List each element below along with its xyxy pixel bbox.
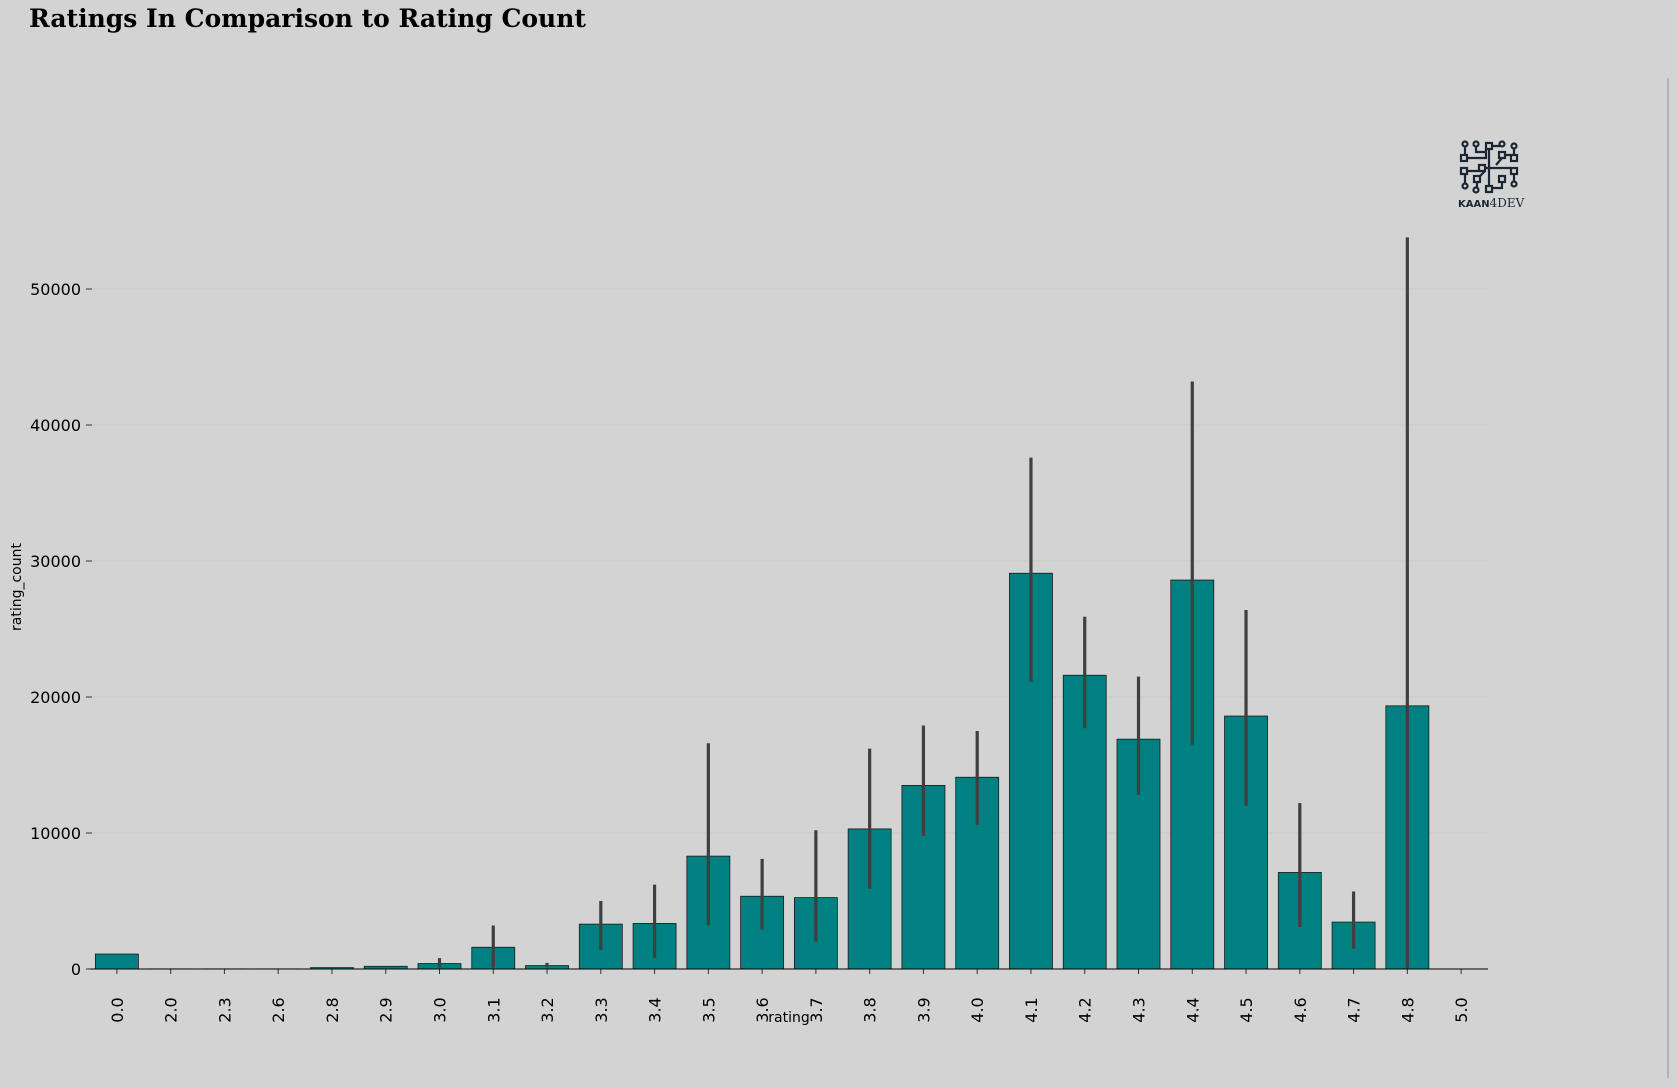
x-tick-label: 4.1 [1022, 997, 1041, 1022]
x-tick-label: 3.5 [699, 997, 718, 1022]
x-tick-label: 2.3 [215, 997, 234, 1022]
y-tick-label: 10000 [30, 824, 81, 843]
x-tick-label: 4.0 [968, 997, 987, 1022]
x-tick-label: 2.8 [323, 997, 342, 1022]
x-tick-label: 3.3 [592, 997, 611, 1022]
x-tick-label: 2.6 [269, 997, 288, 1022]
x-tick-label: 2.9 [377, 997, 396, 1022]
x-tick-label: 3.4 [646, 997, 665, 1022]
logo-text: KAAN4DEV [1458, 196, 1525, 210]
x-tick-label: 3.1 [484, 997, 503, 1022]
y-axis-label: rating_count [9, 543, 25, 631]
x-tick-label: 3.7 [807, 997, 826, 1022]
x-tick-label: 3.0 [431, 997, 450, 1022]
x-axis-label: rating [768, 1010, 809, 1026]
y-tick-label: 50000 [30, 280, 81, 299]
x-tick-label: 4.3 [1130, 997, 1149, 1022]
y-tick-label: 30000 [30, 552, 81, 571]
x-tick-label: 3.2 [538, 997, 557, 1022]
circuit-chip-icon [1459, 140, 1519, 194]
x-tick-label: 5.0 [1452, 997, 1471, 1022]
right-divider [1667, 78, 1669, 1078]
y-tick-label: 20000 [30, 688, 81, 707]
x-tick-label: 4.4 [1183, 997, 1202, 1022]
x-tick-label: 3.9 [914, 997, 933, 1022]
bar [94, 953, 139, 970]
chart-title: Ratings In Comparison to Rating Count [29, 4, 586, 33]
y-tick-label: 40000 [30, 416, 81, 435]
x-tick-label: 4.2 [1076, 997, 1095, 1022]
x-tick-label: 4.7 [1345, 997, 1364, 1022]
x-tick-label: 2.0 [162, 997, 181, 1022]
x-tick-label: 0.0 [108, 997, 127, 1022]
x-tick-label: 4.8 [1398, 997, 1417, 1022]
x-tick-label: 4.5 [1237, 997, 1256, 1022]
y-tick-label: 0 [71, 960, 81, 979]
x-tick-label: 3.8 [861, 997, 880, 1022]
x-tick-label: 3.6 [753, 997, 772, 1022]
x-tick-label: 4.6 [1291, 997, 1310, 1022]
